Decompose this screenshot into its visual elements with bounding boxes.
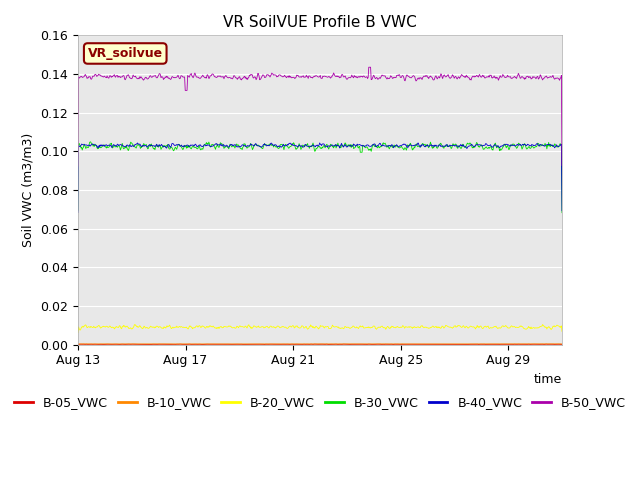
Y-axis label: Soil VWC (m3/m3): Soil VWC (m3/m3)	[22, 133, 35, 247]
B-20_VWC	[356, 324, 364, 329]
Title: VR SoilVUE Profile B VWC: VR SoilVUE Profile B VWC	[223, 15, 417, 30]
B-10_VWC	[368, 341, 376, 347]
B-05_VWC	[356, 341, 364, 347]
B-40_VWC	[316, 140, 324, 146]
B-10_VWC	[376, 341, 383, 347]
B-05_VWC	[369, 341, 377, 347]
Line: B-20_VWC: B-20_VWC	[78, 324, 562, 333]
B-40_VWC	[369, 142, 376, 148]
B-30_VWC	[558, 210, 566, 216]
B-05_VWC	[492, 341, 500, 347]
B-30_VWC	[492, 140, 499, 146]
B-10_VWC	[355, 341, 363, 347]
B-40_VWC	[558, 208, 566, 214]
B-40_VWC	[492, 142, 499, 148]
B-50_VWC	[442, 74, 449, 80]
B-30_VWC	[369, 143, 376, 149]
B-40_VWC	[383, 144, 391, 149]
B-50_VWC	[365, 64, 372, 70]
Line: B-30_VWC: B-30_VWC	[78, 142, 562, 213]
B-50_VWC	[355, 73, 363, 79]
B-40_VWC	[442, 142, 449, 148]
B-05_VWC	[74, 341, 82, 347]
B-30_VWC	[356, 144, 364, 149]
B-10_VWC	[558, 341, 566, 347]
B-05_VWC	[442, 341, 450, 347]
B-40_VWC	[356, 142, 364, 147]
B-30_VWC	[104, 144, 112, 150]
B-20_VWC	[442, 323, 449, 328]
B-10_VWC	[74, 341, 82, 347]
B-05_VWC	[104, 341, 112, 347]
B-30_VWC	[383, 144, 391, 150]
B-10_VWC	[492, 341, 499, 347]
B-50_VWC	[558, 163, 566, 168]
B-50_VWC	[369, 75, 376, 81]
Text: VR_soilvue: VR_soilvue	[88, 47, 163, 60]
B-05_VWC	[94, 342, 102, 348]
B-50_VWC	[383, 76, 391, 82]
Legend: B-05_VWC, B-10_VWC, B-20_VWC, B-30_VWC, B-40_VWC, B-50_VWC: B-05_VWC, B-10_VWC, B-20_VWC, B-30_VWC, …	[9, 391, 631, 414]
B-20_VWC	[492, 324, 499, 330]
B-40_VWC	[104, 143, 111, 149]
B-20_VWC	[104, 324, 111, 330]
B-20_VWC	[131, 322, 139, 327]
B-30_VWC	[442, 144, 449, 149]
B-30_VWC	[74, 207, 82, 213]
B-20_VWC	[558, 328, 566, 334]
B-50_VWC	[104, 74, 111, 80]
B-50_VWC	[74, 163, 82, 169]
Line: B-50_VWC: B-50_VWC	[78, 67, 562, 166]
B-40_VWC	[74, 209, 82, 215]
B-05_VWC	[177, 341, 184, 347]
B-05_VWC	[384, 341, 392, 347]
B-10_VWC	[383, 341, 391, 347]
X-axis label: time: time	[534, 373, 562, 386]
B-10_VWC	[104, 341, 111, 347]
B-20_VWC	[383, 324, 391, 330]
B-30_VWC	[87, 139, 95, 145]
Line: B-40_VWC: B-40_VWC	[78, 143, 562, 212]
B-20_VWC	[369, 324, 376, 330]
B-50_VWC	[492, 74, 499, 80]
B-20_VWC	[74, 330, 82, 336]
B-05_VWC	[558, 341, 566, 347]
B-10_VWC	[442, 341, 449, 347]
